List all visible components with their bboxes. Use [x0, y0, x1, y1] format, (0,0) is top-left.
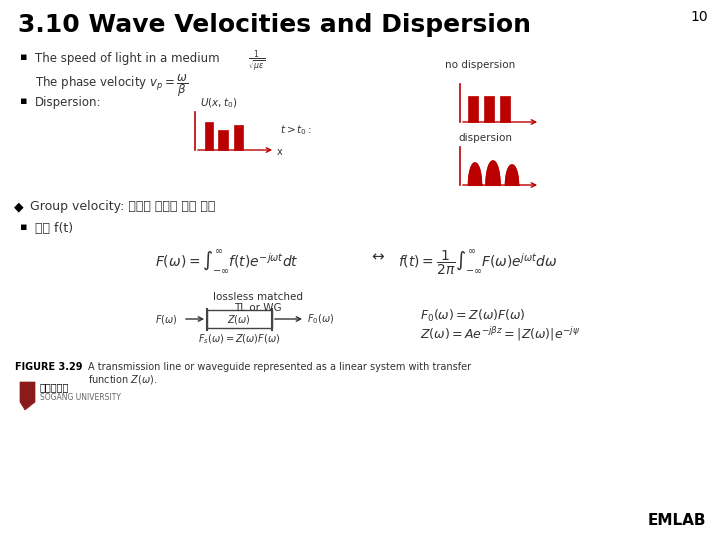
- Text: Dispersion:: Dispersion:: [35, 96, 102, 109]
- Text: ▪: ▪: [20, 52, 27, 62]
- Text: dispersion: dispersion: [458, 133, 512, 143]
- Text: EMLAB: EMLAB: [647, 513, 706, 528]
- Text: no dispersion: no dispersion: [445, 60, 515, 70]
- Polygon shape: [218, 130, 228, 150]
- Text: ▪: ▪: [20, 222, 27, 232]
- Polygon shape: [205, 122, 213, 150]
- Text: The speed of light in a medium: The speed of light in a medium: [35, 52, 223, 65]
- Text: 서강대학교: 서강대학교: [40, 382, 69, 392]
- Text: SOGANG UNIVERSITY: SOGANG UNIVERSITY: [40, 393, 121, 402]
- Text: 10: 10: [690, 10, 708, 24]
- Text: $\leftrightarrow$: $\leftrightarrow$: [369, 248, 387, 263]
- Text: A transmission line or waveguide represented as a linear system with transfer: A transmission line or waveguide represe…: [88, 362, 471, 372]
- Text: FIGURE 3.29: FIGURE 3.29: [15, 362, 83, 372]
- Polygon shape: [500, 96, 510, 122]
- Text: $Z(\omega) = Ae^{-j\beta z} = |Z(\omega)|e^{-j\psi}$: $Z(\omega) = Ae^{-j\beta z} = |Z(\omega)…: [420, 325, 580, 343]
- Text: $Z(\omega)$: $Z(\omega)$: [227, 313, 251, 326]
- Text: $\frac{1}{\sqrt{\mu\varepsilon}}$: $\frac{1}{\sqrt{\mu\varepsilon}}$: [248, 49, 266, 76]
- Text: 신호 f(t): 신호 f(t): [35, 222, 73, 235]
- Polygon shape: [505, 165, 518, 185]
- Polygon shape: [468, 96, 478, 122]
- Text: function $Z(\omega)$.: function $Z(\omega)$.: [88, 373, 158, 386]
- Text: Group velocity: 협대역 신호의 전파 속도: Group velocity: 협대역 신호의 전파 속도: [30, 200, 215, 213]
- Text: ▪: ▪: [20, 96, 27, 106]
- Text: $F_s(\omega) = Z(\omega)F(\omega)$: $F_s(\omega) = Z(\omega)F(\omega)$: [198, 332, 280, 346]
- Text: $f(t) = \dfrac{1}{2\pi}\int_{-\infty}^{\infty} F(\omega)e^{j\omega t}d\omega$: $f(t) = \dfrac{1}{2\pi}\int_{-\infty}^{\…: [398, 248, 558, 276]
- Text: $F(\omega) = \int_{-\infty}^{\infty} f(t)e^{-j\omega t}dt$: $F(\omega) = \int_{-\infty}^{\infty} f(t…: [155, 248, 299, 275]
- Text: lossless matched: lossless matched: [213, 292, 303, 302]
- Text: $F(\omega)$: $F(\omega)$: [155, 313, 178, 326]
- Polygon shape: [486, 161, 500, 185]
- Polygon shape: [484, 96, 494, 122]
- Text: The phase velocity $v_p = \dfrac{\omega}{\beta}$: The phase velocity $v_p = \dfrac{\omega}…: [35, 72, 188, 99]
- Text: x: x: [277, 147, 283, 157]
- Bar: [207, 310, 272, 328]
- Text: TL or WG: TL or WG: [234, 303, 282, 313]
- Polygon shape: [469, 163, 482, 185]
- Polygon shape: [234, 125, 243, 150]
- Text: $F_0(\omega) = Z(\omega)F(\omega)$: $F_0(\omega) = Z(\omega)F(\omega)$: [420, 308, 526, 324]
- Text: $U(x,t_0)$: $U(x,t_0)$: [200, 97, 237, 110]
- Text: $t > t_0:$: $t > t_0:$: [280, 123, 312, 137]
- Text: $F_0(\omega)$: $F_0(\omega)$: [307, 312, 334, 326]
- Polygon shape: [20, 382, 35, 410]
- Text: 3.10 Wave Velocities and Dispersion: 3.10 Wave Velocities and Dispersion: [18, 13, 531, 37]
- Text: ◆: ◆: [14, 200, 24, 213]
